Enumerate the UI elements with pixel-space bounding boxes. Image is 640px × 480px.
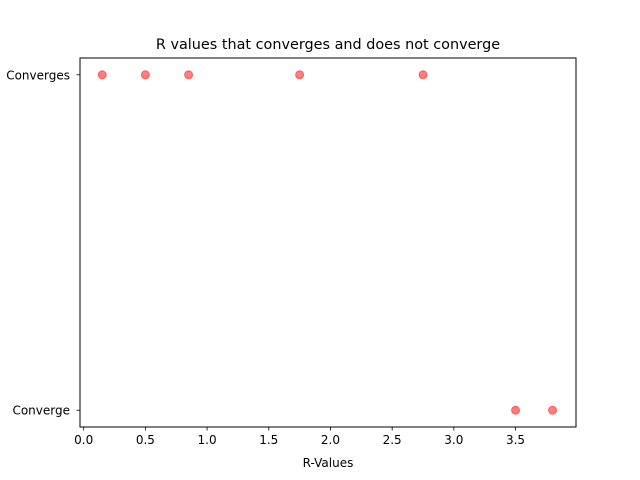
data-point — [418, 70, 428, 80]
data-point — [295, 70, 305, 80]
x-tick-label: 0.0 — [74, 433, 93, 447]
x-tick-label: 2.5 — [383, 433, 402, 447]
x-tick-label: 1.5 — [259, 433, 278, 447]
x-tick-label: 3.0 — [444, 433, 463, 447]
plot-frame — [79, 57, 577, 428]
y-tick-label: Converges — [6, 68, 70, 82]
data-point — [511, 405, 521, 415]
x-tick-label: 1.0 — [198, 433, 217, 447]
data-point — [140, 70, 150, 80]
x-tick-label: 2.0 — [321, 433, 340, 447]
plot-marks — [97, 70, 558, 415]
x-tick-label: 0.5 — [136, 433, 155, 447]
y-axis: Converge Converges — [6, 68, 80, 418]
y-tick-label: Converge — [12, 404, 70, 418]
data-point — [97, 70, 107, 80]
chart-title: R values that converges and does not con… — [156, 37, 500, 53]
data-point — [184, 70, 194, 80]
x-tick-label: 3.5 — [506, 433, 525, 447]
data-point — [548, 405, 558, 415]
x-axis-label: R-Values — [303, 456, 354, 470]
x-axis: 0.0 0.5 1.0 1.5 2.0 2.5 3.0 3.5 — [74, 427, 525, 447]
